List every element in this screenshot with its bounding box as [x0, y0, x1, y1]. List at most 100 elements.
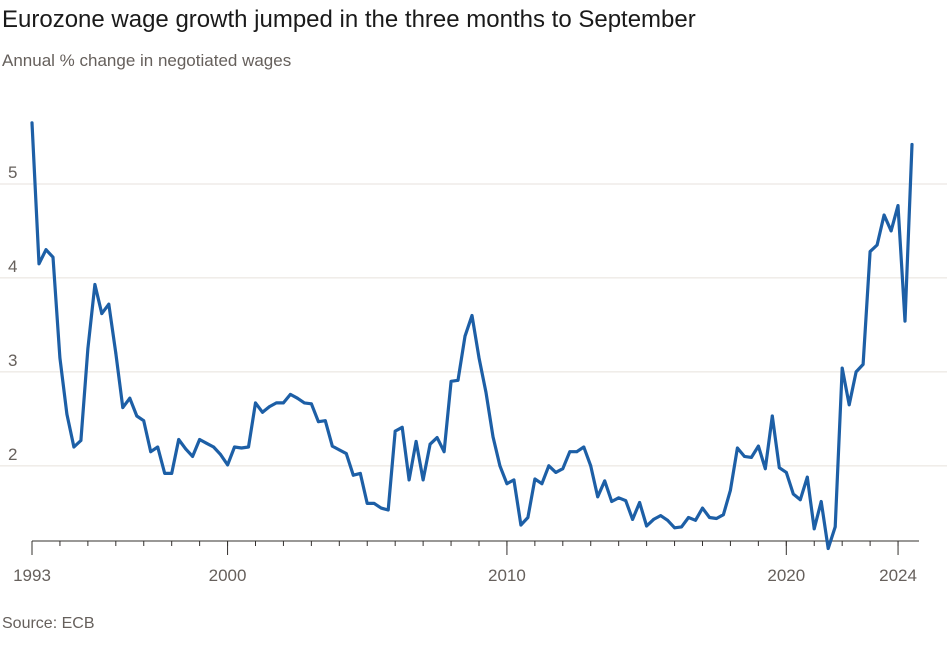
data-point	[386, 508, 390, 512]
data-point	[784, 471, 788, 474]
data-point	[680, 525, 683, 529]
data-point	[442, 450, 446, 454]
data-point	[261, 410, 264, 414]
data-point	[177, 438, 181, 441]
data-point	[812, 527, 816, 531]
data-point	[673, 526, 676, 530]
data-point	[114, 351, 118, 355]
data-point	[805, 475, 809, 479]
data-point	[631, 518, 634, 521]
data-point	[107, 302, 111, 306]
data-point	[205, 441, 209, 445]
data-point	[659, 514, 662, 517]
tick-labels: 2 3 4 5 1993 2000 2010 2020 2024	[8, 163, 917, 585]
data-point	[854, 370, 858, 374]
x-tick-label: 1993	[13, 566, 51, 585]
data-point	[317, 420, 320, 424]
data-point	[344, 452, 348, 455]
data-point	[582, 445, 586, 449]
data-point	[770, 414, 774, 418]
data-point	[512, 478, 516, 482]
data-point	[449, 379, 453, 383]
data-point	[275, 401, 278, 405]
data-point	[645, 524, 648, 528]
data-point	[533, 477, 537, 481]
data-point	[561, 467, 565, 471]
data-point	[421, 478, 425, 482]
data-point	[282, 401, 285, 405]
data-point	[903, 319, 907, 323]
data-point	[798, 498, 802, 502]
data-point	[93, 283, 97, 286]
data-point	[323, 419, 327, 423]
data-point	[610, 500, 614, 503]
data-point	[289, 393, 292, 396]
data-point	[596, 495, 600, 499]
x-tick-label: 2020	[767, 566, 805, 585]
data-point	[715, 517, 718, 520]
data-point	[554, 471, 558, 474]
y-tick-label: 4	[8, 257, 17, 276]
data-point	[51, 255, 55, 259]
data-point	[268, 405, 271, 408]
source-note: Source: ECB	[2, 615, 95, 632]
data-point	[896, 204, 900, 208]
data-point	[128, 396, 132, 400]
data-point	[791, 492, 795, 496]
data-point	[833, 525, 837, 529]
data-point	[149, 450, 153, 454]
data-point	[240, 446, 243, 450]
data-point	[694, 518, 697, 522]
data-point	[58, 356, 62, 360]
data-point	[170, 472, 174, 475]
data-point	[296, 396, 299, 400]
data-point	[840, 366, 844, 370]
data-point	[142, 419, 146, 423]
data-point	[736, 446, 739, 450]
data-point	[414, 440, 418, 443]
data-point	[743, 455, 746, 458]
data-point	[687, 516, 690, 519]
x-tick-label: 2024	[879, 566, 917, 585]
data-point	[875, 243, 879, 247]
data-point	[617, 496, 621, 500]
data-point	[303, 401, 306, 405]
data-point	[184, 447, 188, 451]
data-point	[435, 436, 439, 439]
data-point	[750, 456, 753, 459]
data-point	[365, 502, 369, 505]
data-point	[638, 501, 641, 504]
data-point	[254, 401, 257, 405]
data-point	[44, 248, 48, 252]
gridlines	[0, 183, 947, 467]
data-point	[540, 482, 544, 486]
data-point	[121, 406, 125, 409]
data-point	[666, 518, 669, 522]
data-point	[889, 229, 893, 233]
data-point	[163, 472, 167, 475]
data-point	[156, 445, 160, 449]
data-point	[400, 425, 404, 429]
data-point	[219, 453, 223, 456]
data-point	[491, 435, 495, 439]
data-point	[568, 450, 572, 454]
data-point	[708, 516, 711, 519]
data-point	[763, 467, 767, 471]
data-point	[498, 464, 502, 468]
data-point	[351, 473, 355, 477]
x-axis	[31, 540, 919, 555]
data-point	[463, 334, 467, 338]
data-point	[247, 445, 250, 449]
data-point	[310, 402, 313, 406]
data-point	[526, 516, 530, 519]
data-point	[861, 363, 865, 366]
data-point	[456, 378, 460, 382]
data-point	[337, 448, 341, 452]
y-tick-label: 5	[8, 163, 17, 182]
data-point	[393, 429, 397, 433]
data-point	[624, 499, 628, 502]
data-point	[777, 466, 781, 470]
data-point	[358, 472, 362, 475]
data-point	[603, 479, 607, 483]
